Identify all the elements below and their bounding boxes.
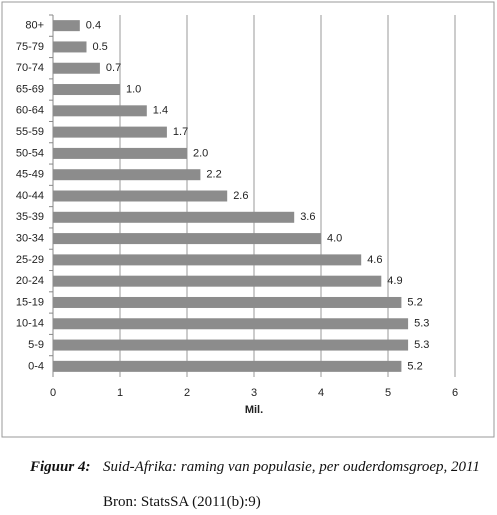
bar [53, 339, 409, 351]
x-tick-label: 2 [184, 387, 190, 399]
x-tick-label: 6 [452, 387, 458, 399]
bar [53, 20, 80, 32]
bar [53, 318, 409, 330]
x-axis-label: Mil. [245, 404, 263, 416]
x-tick-label: 3 [251, 387, 257, 399]
x-tick-label: 0 [50, 387, 56, 399]
value-label: 0.7 [106, 62, 121, 74]
value-label: 0.4 [86, 20, 101, 32]
y-tick-label: 30-34 [16, 232, 44, 244]
y-tick-label: 40-44 [16, 190, 44, 202]
caption-source: Bron: StatsSA (2011(b):9) [103, 494, 261, 510]
y-tick-label: 15-19 [16, 296, 44, 308]
value-label: 5.2 [407, 296, 422, 308]
bar [53, 360, 402, 372]
bar [53, 275, 382, 287]
y-tick-label: 20-24 [16, 275, 44, 287]
value-label: 4.6 [367, 254, 382, 266]
y-tick-label: 65-69 [16, 83, 44, 95]
bar [53, 126, 167, 138]
bar [53, 62, 100, 74]
bar [53, 233, 321, 245]
bar [53, 41, 87, 53]
value-label: 1.7 [173, 126, 188, 138]
value-label: 2.6 [233, 190, 248, 202]
caption-label: Figuur 4: [30, 459, 91, 475]
y-tick-label: 50-54 [16, 147, 44, 159]
value-label: 0.5 [93, 41, 108, 53]
y-tick-label: 35-39 [16, 211, 44, 223]
y-tick-label: 80+ [25, 20, 44, 32]
value-label: 4.9 [387, 275, 402, 287]
y-tick-label: 55-59 [16, 126, 44, 138]
y-tick-label: 70-74 [16, 62, 44, 74]
bar [53, 169, 201, 181]
value-label: 1.0 [126, 83, 141, 95]
caption-text: Suid-Afrika: raming van populasie, per o… [103, 459, 480, 475]
y-tick-label: 60-64 [16, 105, 44, 117]
value-label: 5.2 [407, 360, 422, 372]
y-tick-label: 45-49 [16, 169, 44, 181]
value-label: 3.6 [300, 211, 315, 223]
bar [53, 105, 147, 117]
bar [53, 254, 362, 266]
x-tick-label: 5 [385, 387, 391, 399]
value-label: 5.3 [414, 318, 429, 330]
chart: Mil. 0 1 2 3 4 5 6 80+ 0.4 75-79 0.5 70-74 0.7 65-69 1… [1, 1, 495, 438]
y-tick-label: 25-29 [16, 254, 44, 266]
y-tick-label: 5-9 [28, 339, 44, 351]
x-tick-label: 1 [117, 387, 123, 399]
bar [53, 211, 295, 223]
bar [53, 84, 120, 96]
value-label: 1.4 [153, 105, 168, 117]
bar [53, 147, 187, 159]
x-tick-label: 4 [318, 387, 324, 399]
y-tick-label: 0-4 [28, 360, 44, 372]
y-tick-label: 75-79 [16, 41, 44, 53]
value-label: 2.0 [193, 147, 208, 159]
value-label: 2.2 [206, 169, 221, 181]
y-tick-label: 10-14 [16, 318, 44, 330]
value-label: 5.3 [414, 339, 429, 351]
bar [53, 296, 402, 308]
bar [53, 190, 228, 202]
value-label: 4.0 [327, 232, 342, 244]
